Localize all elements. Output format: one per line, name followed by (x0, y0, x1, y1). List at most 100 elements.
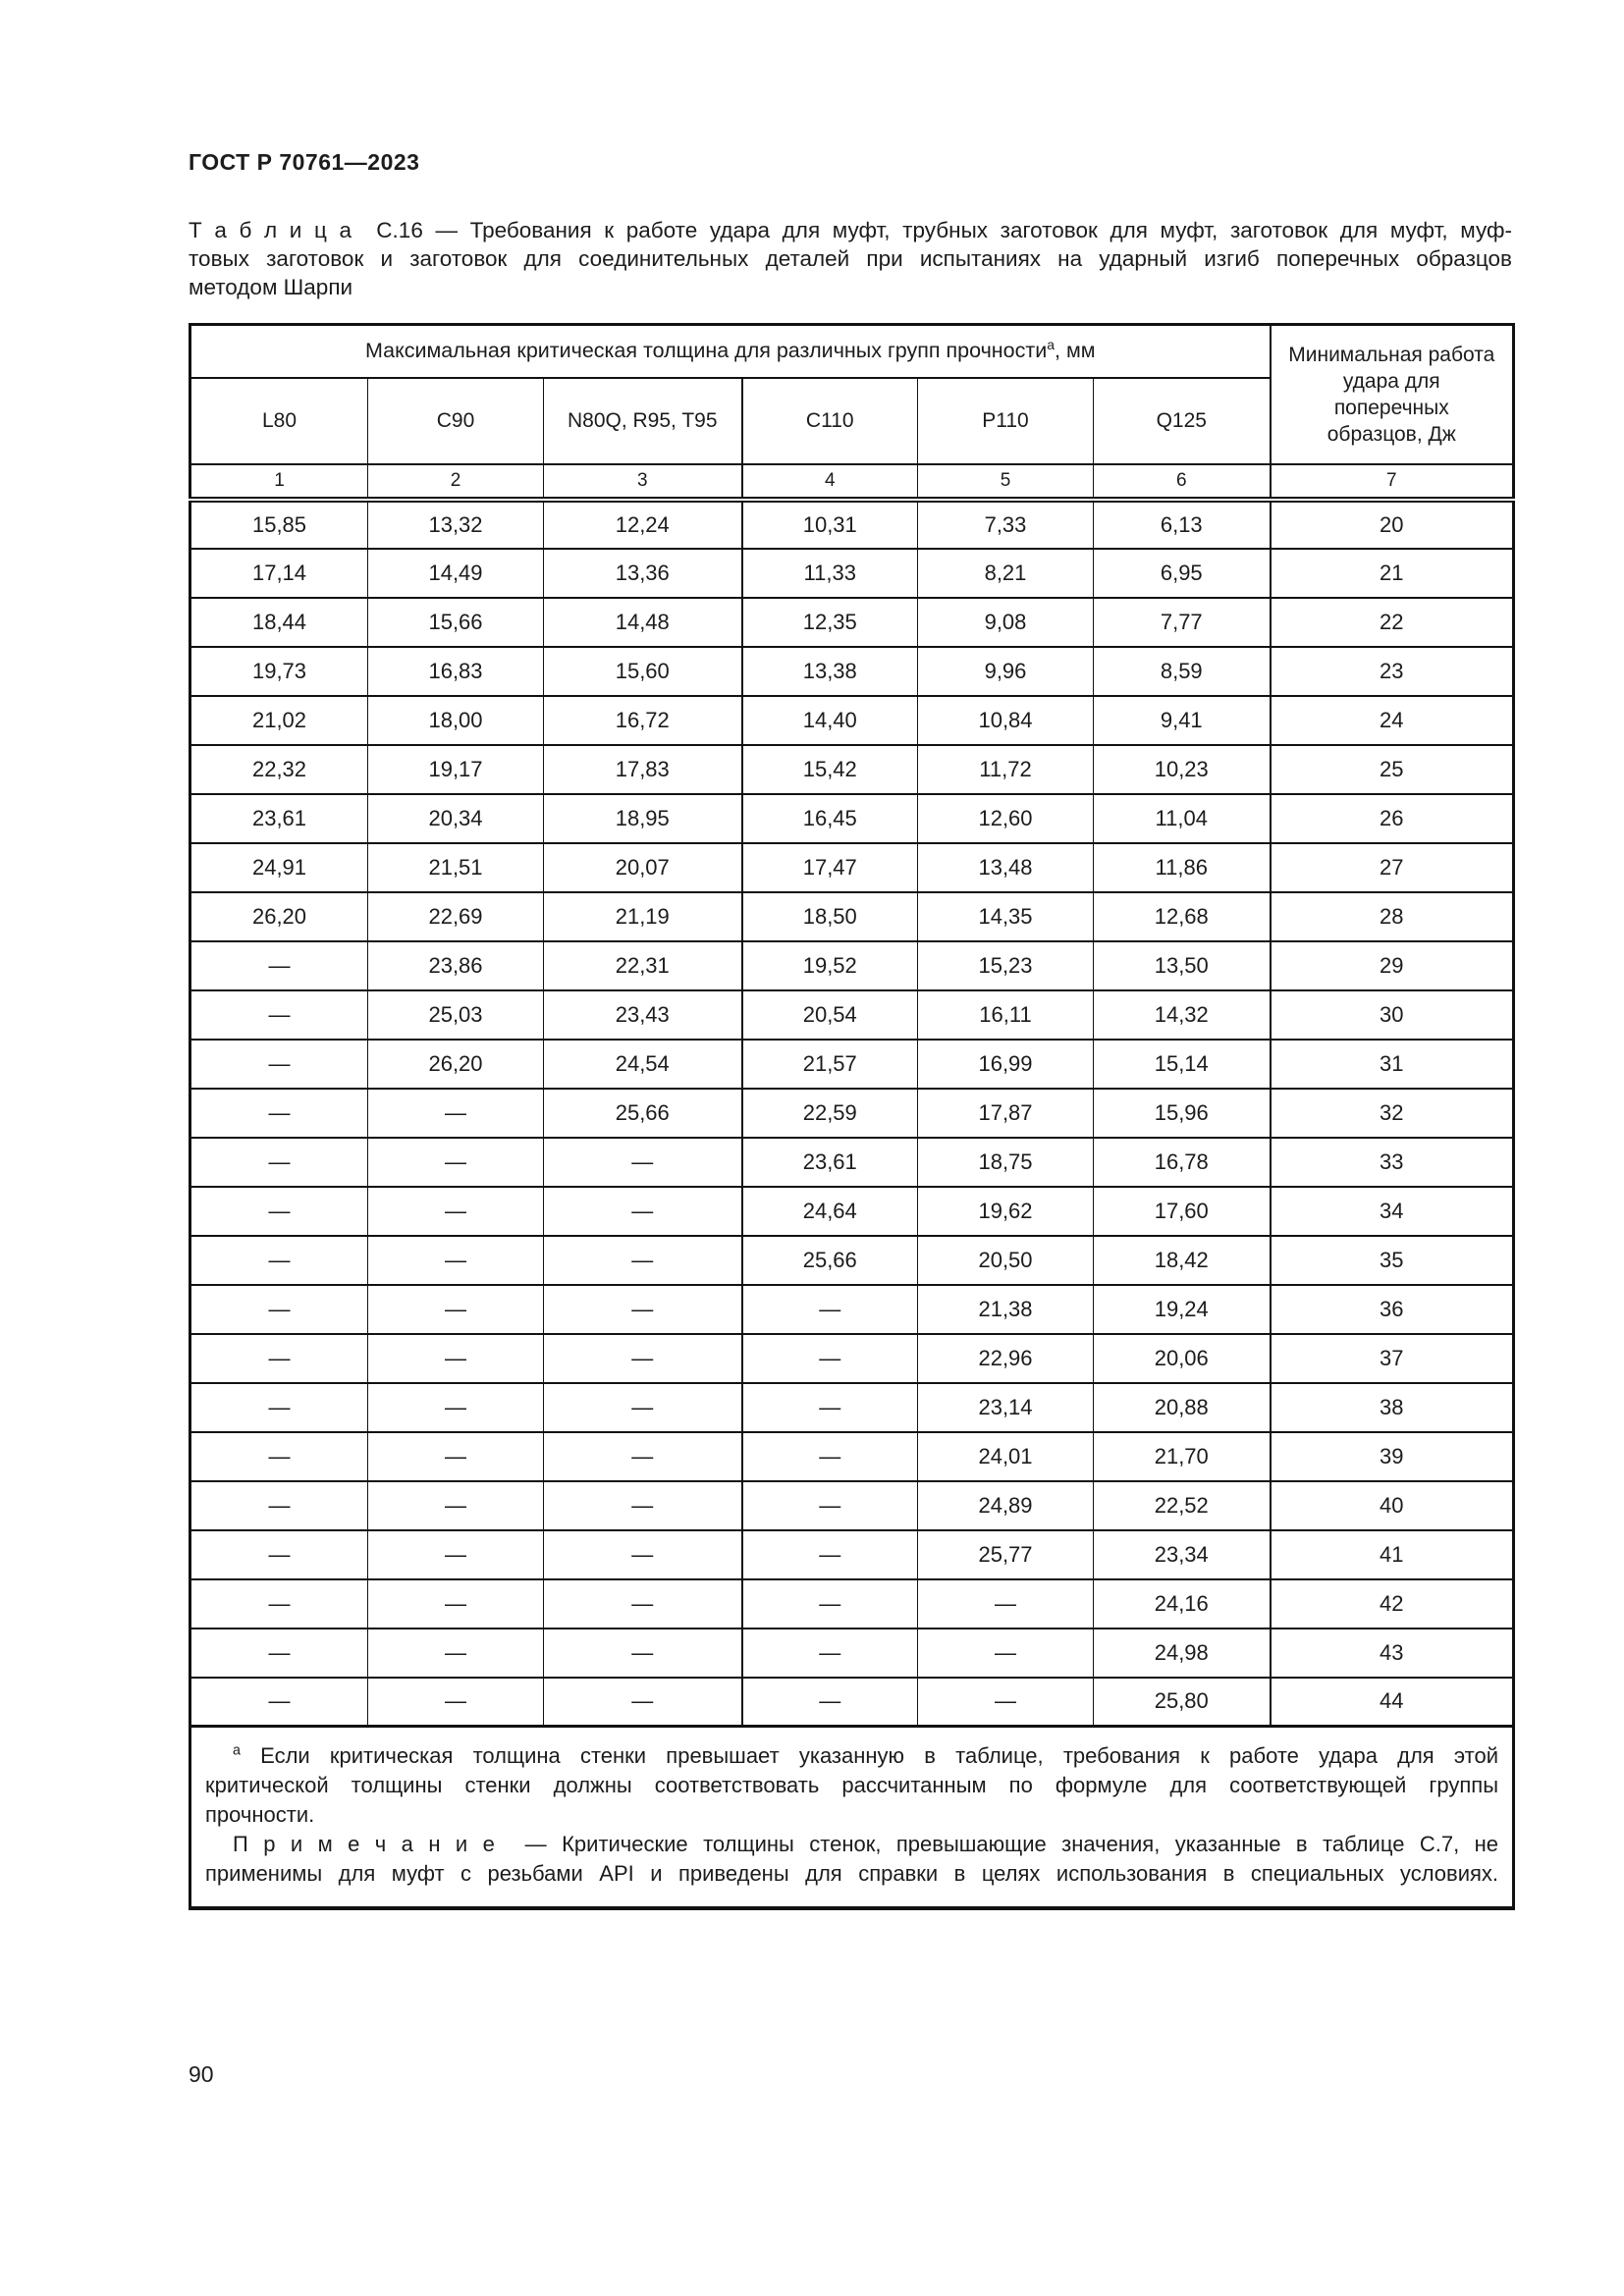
header-row-title: Максимальная критическая толщина для раз… (189, 324, 1514, 464)
thickness-cell: 23,61 (740, 1136, 918, 1187)
thickness-cell: 21,57 (740, 1038, 918, 1089)
thickness-cell: — (740, 1479, 918, 1530)
thickness-cell: 14,40 (740, 694, 918, 745)
page-number: 90 (189, 2061, 214, 2087)
thickness-cell: 15,14 (1092, 1038, 1271, 1089)
grade-header-c90: C90 (367, 376, 544, 464)
table-row: — —25,66 22,59 17,87 15,96 32 (189, 1087, 1514, 1138)
thickness-cell: — (189, 1185, 368, 1236)
thickness-cell: 11,72 (917, 743, 1094, 794)
thickness-cell: — (543, 1676, 742, 1727)
thickness-cell: — (367, 1332, 544, 1383)
caption-line: методом Шарпи (189, 275, 353, 299)
thickness-cell: — (367, 1185, 544, 1236)
grade-header-c110: C110 (740, 376, 918, 464)
thickness-cell: — (367, 1136, 544, 1187)
thickness-cell: 10,23 (1092, 743, 1271, 794)
table-row: — — — — —24,16 42 (189, 1577, 1514, 1629)
thickness-cell: — (189, 988, 368, 1040)
thickness-cell: — (189, 1676, 368, 1727)
column-number: 2 (367, 462, 544, 503)
column-number: 7 (1269, 462, 1514, 503)
thickness-cell: 24,98 (1092, 1627, 1271, 1678)
thickness-cell: 22,69 (367, 890, 544, 941)
table-row: — — — —21,38 19,24 36 (189, 1283, 1514, 1334)
thickness-cell: — (367, 1479, 544, 1530)
page-content: Т а б л и ц а С.16 — Требования к работе… (189, 216, 1516, 1910)
table-row: 17,14 14,49 13,36 11,33 8,21 6,95 21 (189, 547, 1514, 598)
header-row-grades: L80 C90 N80Q, R95, T95 C110 P110 Q125 (189, 376, 1514, 464)
table-row: 23,61 20,34 18,95 16,45 12,60 11,04 26 (189, 792, 1514, 843)
thickness-cell: — (543, 1136, 742, 1187)
thickness-cell: — (740, 1332, 918, 1383)
impact-energy-cell: 42 (1269, 1577, 1514, 1629)
table-row: 18,44 15,66 14,48 12,35 9,08 7,77 22 (189, 596, 1514, 647)
thickness-cell: 18,44 (189, 596, 368, 647)
grade-header-p110: P110 (917, 376, 1094, 464)
thickness-cell: 21,02 (189, 694, 368, 745)
thickness-cell: 22,59 (740, 1087, 918, 1138)
thickness-cell: — (740, 1577, 918, 1629)
thickness-cell: 15,96 (1092, 1087, 1271, 1138)
impact-energy-cell: 38 (1269, 1381, 1514, 1432)
thickness-cell: — (189, 1381, 368, 1432)
thickness-cell: 11,86 (1092, 841, 1271, 892)
thickness-cell: 21,51 (367, 841, 544, 892)
thickness-cell: — (367, 1381, 544, 1432)
thickness-cell: 23,14 (917, 1381, 1094, 1432)
thickness-cell: 24,01 (917, 1430, 1094, 1481)
thickness-cell: 16,99 (917, 1038, 1094, 1089)
footnote-marker: а (1047, 337, 1056, 353)
column-number: 5 (917, 462, 1094, 503)
impact-energy-cell: 34 (1269, 1185, 1514, 1236)
thickness-cell: 17,83 (543, 743, 742, 794)
grade-header-l80: L80 (189, 376, 368, 464)
thickness-cell: 13,32 (367, 498, 544, 549)
thickness-cell: 18,75 (917, 1136, 1094, 1187)
thickness-cell: — (189, 939, 368, 990)
thickness-cell: — (543, 1577, 742, 1629)
thickness-cell: — (189, 1430, 368, 1481)
table-row: 21,02 18,00 16,72 14,40 10,84 9,41 24 (189, 694, 1514, 745)
thickness-cell: 26,20 (367, 1038, 544, 1089)
thickness-cell: 6,95 (1092, 547, 1271, 598)
thickness-cell: 14,35 (917, 890, 1094, 941)
thickness-cell: — (189, 1136, 368, 1187)
thickness-cell: 19,52 (740, 939, 918, 990)
thickness-cell: 26,20 (189, 890, 368, 941)
doc-code: ГОСТ Р 70761—2023 (189, 149, 420, 175)
thickness-cell: — (189, 1038, 368, 1089)
thickness-cell: 22,52 (1092, 1479, 1271, 1530)
impact-energy-cell: 23 (1269, 645, 1514, 696)
thickness-cell: 7,33 (917, 498, 1094, 549)
table-row: — — — —24,01 21,70 39 (189, 1430, 1514, 1481)
thickness-cell: 19,62 (917, 1185, 1094, 1236)
caption-line: товых заготовок и заготовок для соединит… (189, 246, 1512, 271)
thickness-cell: — (367, 1283, 544, 1334)
thickness-cell: 9,41 (1092, 694, 1271, 745)
footnote-marker: а (233, 1742, 241, 1759)
thickness-cell: 21,70 (1092, 1430, 1271, 1481)
thickness-cell: 16,78 (1092, 1136, 1271, 1187)
thickness-cell: 22,31 (543, 939, 742, 990)
thickness-cell: 18,42 (1092, 1234, 1271, 1285)
impact-energy-cell: 33 (1269, 1136, 1514, 1187)
thickness-cell: 13,38 (740, 645, 918, 696)
impact-energy-cell: 20 (1269, 498, 1514, 549)
thickness-cell: 24,16 (1092, 1577, 1271, 1629)
thickness-cell: — (543, 1627, 742, 1678)
thickness-cell: — (189, 1087, 368, 1138)
thickness-cell: — (189, 1577, 368, 1629)
thickness-cell: 24,89 (917, 1479, 1094, 1530)
thickness-cell: 19,73 (189, 645, 368, 696)
thickness-cell: 20,50 (917, 1234, 1094, 1285)
thickness-cell: 16,45 (740, 792, 918, 843)
thickness-cell: 16,83 (367, 645, 544, 696)
footnote-line: а Если критическая толщина стенки превыш… (233, 1742, 1499, 1768)
impact-energy-cell: 37 (1269, 1332, 1514, 1383)
impact-energy-cell: 39 (1269, 1430, 1514, 1481)
thickness-cell: 19,24 (1092, 1283, 1271, 1334)
footnote-cell: а Если критическая толщина стенки превыш… (189, 1725, 1514, 1908)
thickness-cell: 22,96 (917, 1332, 1094, 1383)
thickness-cell: 23,34 (1092, 1528, 1271, 1579)
